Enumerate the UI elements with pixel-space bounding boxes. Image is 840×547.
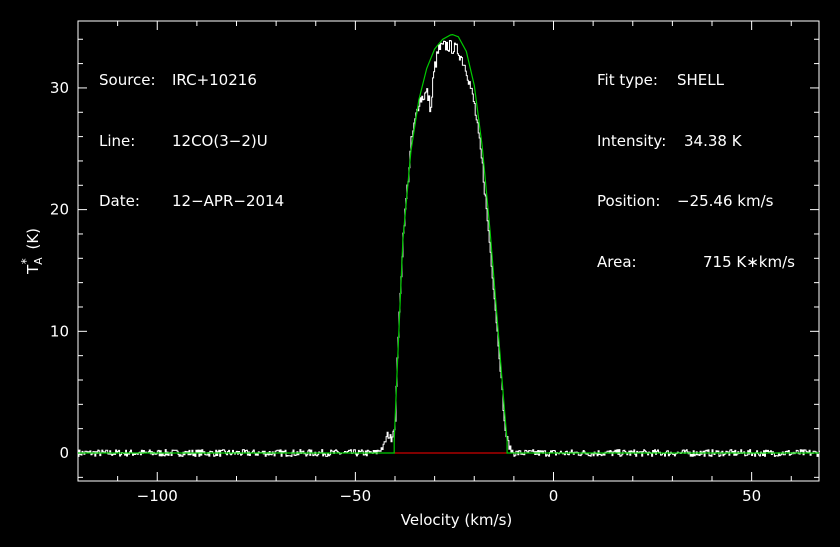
area-key: Area: bbox=[597, 252, 637, 271]
intensity-value: 34.38 K bbox=[684, 131, 742, 150]
line-row: Line: 12CO(3−2)U bbox=[99, 132, 284, 157]
plot-border bbox=[77, 20, 820, 482]
x-tick-label: −100 bbox=[137, 487, 178, 505]
source-key: Source: bbox=[99, 71, 156, 89]
date-value: 12−APR−2014 bbox=[172, 192, 285, 210]
y-tick-label: 0 bbox=[59, 444, 69, 462]
plot-frame bbox=[77, 20, 820, 482]
fit-line bbox=[78, 33, 819, 454]
date-key: Date: bbox=[99, 192, 140, 210]
fit-type-row: Fit type: SHELL bbox=[597, 71, 795, 96]
x-tick-label: 0 bbox=[549, 487, 559, 505]
y-tick-label: 20 bbox=[50, 201, 69, 219]
y-axis-title: TA* (K) bbox=[19, 228, 45, 275]
axis-ticks bbox=[78, 21, 819, 481]
intensity-key: Intensity: bbox=[597, 131, 667, 150]
spectrum-line bbox=[78, 40, 820, 457]
source-row: Source: IRC+10216 bbox=[99, 71, 284, 96]
position-row: Position: −25.46 km/s bbox=[597, 192, 795, 217]
observed-spectrum bbox=[78, 40, 820, 457]
area-value: 715 K∗km/s bbox=[703, 252, 795, 271]
observation-info: Source: IRC+10216 Line: 12CO(3−2)U Date: 12… bbox=[99, 35, 284, 235]
position-value: −25.46 km/s bbox=[677, 192, 774, 210]
shell-fit-curve bbox=[78, 33, 819, 454]
x-tick-label: −50 bbox=[340, 487, 372, 505]
intensity-row: Intensity: 34.38 K bbox=[597, 132, 795, 157]
fit-type-value: SHELL bbox=[677, 71, 724, 89]
source-value: IRC+10216 bbox=[172, 71, 257, 89]
fit-info: Fit type: SHELL Intensity: 34.38 K Positio… bbox=[597, 35, 795, 295]
x-tick-label: 50 bbox=[742, 487, 761, 505]
y-tick-label: 30 bbox=[50, 79, 69, 97]
date-row: Date: 12−APR−2014 bbox=[99, 192, 284, 217]
y-tick-label: 10 bbox=[50, 322, 69, 340]
line-value: 12CO(3−2)U bbox=[172, 131, 268, 150]
area-row: Area: 715 K∗km/s bbox=[597, 253, 795, 278]
x-axis-title: Velocity (km/s) bbox=[401, 511, 512, 529]
line-key: Line: bbox=[99, 131, 136, 150]
axis-labels: −100 −50 0 50 0 10 20 30 Velocity (km/s) TA* (K) bbox=[19, 79, 761, 529]
fit-type-key: Fit type: bbox=[597, 71, 658, 89]
position-key: Position: bbox=[597, 192, 661, 210]
